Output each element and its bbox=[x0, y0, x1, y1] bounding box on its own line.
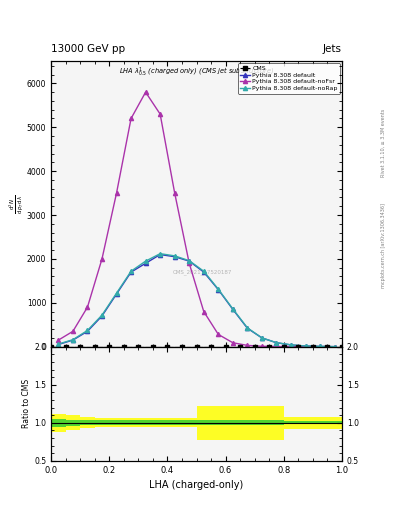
Pythia 8.308 default bbox=[231, 306, 235, 312]
Pythia 8.308 default-noRap bbox=[318, 344, 323, 350]
Pythia 8.308 default-noRap bbox=[129, 268, 134, 274]
Pythia 8.308 default bbox=[303, 343, 308, 349]
Pythia 8.308 default-noFsr bbox=[129, 115, 134, 121]
Pythia 8.308 default-noRap bbox=[274, 339, 279, 346]
CMS bbox=[267, 344, 272, 350]
Pythia 8.308 default-noRap bbox=[303, 343, 308, 349]
Y-axis label: $\frac{1}{\mathrm{N}}$
$\frac{\mathrm{d}^2N}{\mathrm{d}\,p_T\,\mathrm{d}\lambda}: $\frac{1}{\mathrm{N}}$ $\frac{\mathrm{d}… bbox=[0, 195, 25, 214]
Pythia 8.308 default-noFsr bbox=[143, 89, 148, 95]
Pythia 8.308 default bbox=[318, 344, 323, 350]
Pythia 8.308 default-noFsr bbox=[100, 256, 105, 262]
Pythia 8.308 default-noRap bbox=[56, 341, 61, 347]
CMS bbox=[107, 344, 112, 350]
Pythia 8.308 default-noFsr bbox=[56, 337, 61, 343]
CMS bbox=[49, 344, 53, 350]
Pythia 8.308 default bbox=[129, 269, 134, 275]
Pythia 8.308 default-noFsr bbox=[245, 343, 250, 349]
Pythia 8.308 default bbox=[187, 258, 192, 264]
CMS bbox=[78, 344, 83, 350]
Pythia 8.308 default bbox=[173, 253, 177, 260]
Pythia 8.308 default bbox=[143, 260, 148, 266]
Pythia 8.308 default-noFsr bbox=[274, 344, 279, 350]
Text: CMS_2021_17520187: CMS_2021_17520187 bbox=[173, 270, 232, 275]
CMS bbox=[296, 344, 301, 350]
CMS bbox=[180, 344, 184, 350]
Pythia 8.308 default-noRap bbox=[289, 342, 294, 348]
Pythia 8.308 default-noFsr bbox=[318, 344, 323, 350]
Pythia 8.308 default-noFsr bbox=[231, 339, 235, 346]
Pythia 8.308 default-noRap bbox=[260, 335, 264, 341]
Pythia 8.308 default-noFsr bbox=[216, 331, 221, 337]
Y-axis label: Ratio to CMS: Ratio to CMS bbox=[22, 379, 31, 429]
Line: Pythia 8.308 default: Pythia 8.308 default bbox=[56, 252, 337, 349]
Text: Jets: Jets bbox=[323, 44, 342, 54]
Pythia 8.308 default-noRap bbox=[173, 253, 177, 259]
Pythia 8.308 default-noFsr bbox=[114, 190, 119, 196]
Pythia 8.308 default bbox=[260, 335, 264, 341]
Pythia 8.308 default-noFsr bbox=[187, 260, 192, 266]
CMS bbox=[63, 344, 68, 350]
Pythia 8.308 default-noRap bbox=[158, 250, 163, 257]
CMS bbox=[209, 344, 213, 350]
Pythia 8.308 default bbox=[274, 339, 279, 346]
Text: LHA $\lambda^{1}_{0.5}$ (charged only) (CMS jet substructure): LHA $\lambda^{1}_{0.5}$ (charged only) (… bbox=[119, 66, 274, 79]
Pythia 8.308 default-noFsr bbox=[173, 190, 177, 196]
Pythia 8.308 default bbox=[100, 313, 105, 319]
CMS bbox=[340, 344, 344, 350]
Pythia 8.308 default-noFsr bbox=[289, 344, 294, 350]
CMS bbox=[92, 344, 97, 350]
CMS bbox=[121, 344, 126, 350]
Pythia 8.308 default-noRap bbox=[85, 327, 90, 333]
Pythia 8.308 default bbox=[216, 287, 221, 293]
CMS bbox=[194, 344, 199, 350]
CMS bbox=[151, 344, 155, 350]
Line: Pythia 8.308 default-noRap: Pythia 8.308 default-noRap bbox=[56, 251, 337, 349]
Pythia 8.308 default bbox=[158, 251, 163, 258]
Pythia 8.308 default-noRap bbox=[114, 290, 119, 296]
Pythia 8.308 default-noRap bbox=[332, 344, 337, 350]
Pythia 8.308 default-noFsr bbox=[332, 344, 337, 350]
Pythia 8.308 default bbox=[56, 342, 61, 348]
CMS bbox=[252, 344, 257, 350]
Pythia 8.308 default-noRap bbox=[216, 286, 221, 292]
Pythia 8.308 default-noFsr bbox=[260, 343, 264, 349]
CMS bbox=[223, 344, 228, 350]
Pythia 8.308 default-noFsr bbox=[303, 344, 308, 350]
Pythia 8.308 default bbox=[85, 328, 90, 334]
Pythia 8.308 default-noFsr bbox=[71, 328, 75, 334]
Pythia 8.308 default-noRap bbox=[100, 312, 105, 318]
Pythia 8.308 default-noRap bbox=[202, 268, 206, 274]
Pythia 8.308 default bbox=[245, 325, 250, 331]
Pythia 8.308 default-noRap bbox=[245, 325, 250, 331]
CMS bbox=[165, 344, 170, 350]
X-axis label: LHA (charged-only): LHA (charged-only) bbox=[149, 480, 244, 490]
Pythia 8.308 default-noRap bbox=[71, 336, 75, 343]
Pythia 8.308 default bbox=[332, 344, 337, 350]
Pythia 8.308 default bbox=[289, 342, 294, 348]
Text: mcplots.cern.ch [arXiv:1306.3436]: mcplots.cern.ch [arXiv:1306.3436] bbox=[381, 203, 386, 288]
Text: Rivet 3.1.10, ≥ 3.3M events: Rivet 3.1.10, ≥ 3.3M events bbox=[381, 109, 386, 178]
Pythia 8.308 default bbox=[114, 291, 119, 297]
Pythia 8.308 default-noRap bbox=[187, 258, 192, 264]
CMS bbox=[136, 344, 141, 350]
Pythia 8.308 default bbox=[202, 269, 206, 275]
CMS bbox=[238, 344, 242, 350]
Text: 13000 GeV pp: 13000 GeV pp bbox=[51, 44, 125, 54]
Pythia 8.308 default-noFsr bbox=[202, 309, 206, 315]
Pythia 8.308 default-noRap bbox=[231, 306, 235, 312]
CMS bbox=[281, 344, 286, 350]
Pythia 8.308 default-noFsr bbox=[85, 304, 90, 310]
Pythia 8.308 default-noFsr bbox=[158, 111, 163, 117]
Pythia 8.308 default-noRap bbox=[143, 258, 148, 264]
Line: CMS: CMS bbox=[50, 345, 343, 349]
Pythia 8.308 default bbox=[71, 337, 75, 343]
Line: Pythia 8.308 default-noFsr: Pythia 8.308 default-noFsr bbox=[56, 90, 337, 349]
CMS bbox=[310, 344, 315, 350]
CMS bbox=[325, 344, 330, 350]
Legend: CMS, Pythia 8.308 default, Pythia 8.308 default-noFsr, Pythia 8.308 default-noRa: CMS, Pythia 8.308 default, Pythia 8.308 … bbox=[238, 63, 340, 94]
